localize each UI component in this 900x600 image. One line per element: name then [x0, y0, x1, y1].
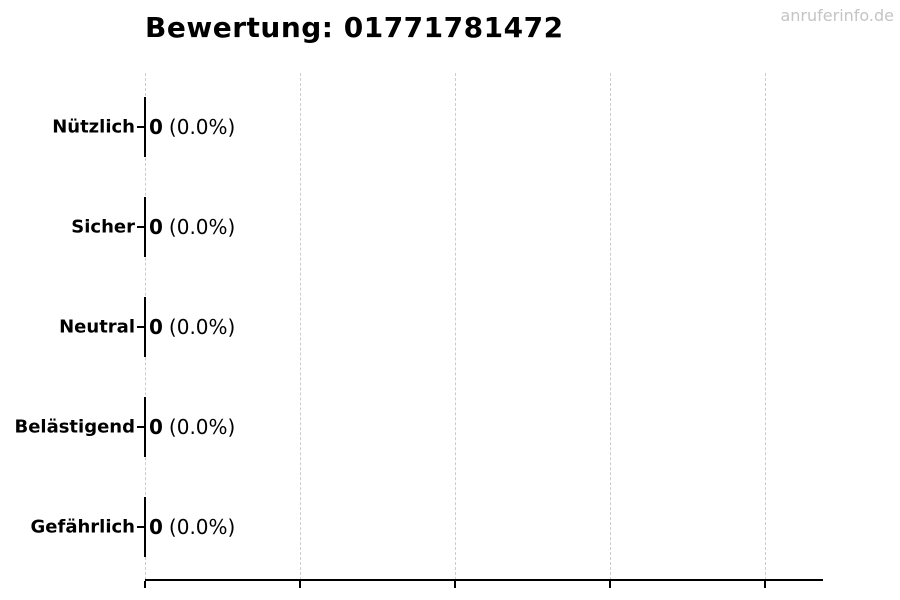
value-label: 0 (0.0%) [149, 115, 235, 139]
bar [144, 97, 146, 157]
bar [144, 297, 146, 357]
y-axis-tick [137, 426, 145, 428]
category-label: Sicher [71, 216, 135, 238]
x-axis-tick [454, 581, 456, 588]
x-axis-line [145, 579, 823, 581]
bar [144, 197, 146, 257]
x-axis-tick [299, 581, 301, 588]
value-count: 0 [149, 315, 163, 339]
value-label: 0 (0.0%) [149, 515, 235, 539]
gridline [610, 73, 611, 580]
value-percent: (0.0%) [168, 215, 236, 239]
category-label: Belästigend [14, 416, 135, 438]
value-label: 0 (0.0%) [149, 315, 235, 339]
watermark-text: anruferinfo.de [780, 6, 894, 25]
chart-title: Bewertung: 01771781472 [145, 11, 564, 44]
category-label: Gefährlich [30, 516, 135, 538]
x-axis-tick [144, 581, 146, 588]
value-count: 0 [149, 115, 163, 139]
value-percent: (0.0%) [168, 315, 236, 339]
y-axis-tick [137, 326, 145, 328]
value-percent: (0.0%) [168, 415, 236, 439]
category-label: Neutral [59, 316, 135, 338]
value-count: 0 [149, 515, 163, 539]
gridline [455, 73, 456, 580]
y-axis-tick [137, 226, 145, 228]
y-axis-tick [137, 526, 145, 528]
gridline [300, 73, 301, 580]
value-label: 0 (0.0%) [149, 215, 235, 239]
value-label: 0 (0.0%) [149, 415, 235, 439]
x-axis-tick [764, 581, 766, 588]
bar [144, 497, 146, 557]
x-axis-tick [609, 581, 611, 588]
value-percent: (0.0%) [168, 115, 236, 139]
gridline [765, 73, 766, 580]
value-count: 0 [149, 415, 163, 439]
value-count: 0 [149, 215, 163, 239]
y-axis-tick [137, 126, 145, 128]
bar [144, 397, 146, 457]
category-label: Nützlich [52, 116, 135, 138]
value-percent: (0.0%) [168, 515, 236, 539]
